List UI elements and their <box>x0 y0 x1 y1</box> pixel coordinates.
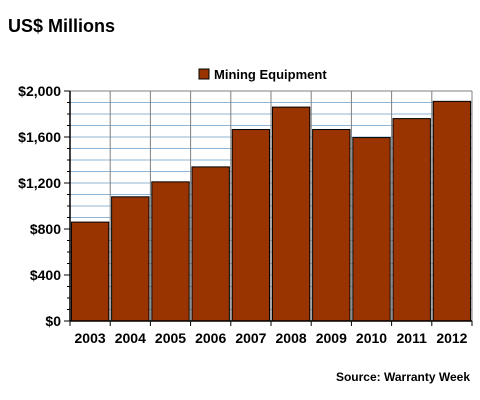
bar <box>392 118 431 322</box>
x-tick-label: 2005 <box>155 330 186 346</box>
legend-label: Mining Equipment <box>214 67 327 82</box>
bar <box>271 106 311 322</box>
bar <box>111 196 150 322</box>
bar <box>352 137 391 322</box>
bar <box>70 221 110 322</box>
y-tick-label: $400 <box>30 267 61 283</box>
x-tick-label: 2006 <box>195 330 226 346</box>
x-tick-label: 2004 <box>115 330 146 346</box>
x-tick-label: 2008 <box>276 330 307 346</box>
bar <box>151 181 190 322</box>
x-tick-label: 2009 <box>316 330 347 346</box>
bar <box>231 129 271 322</box>
source-note: Source: Warranty Week <box>335 370 470 384</box>
x-tick-label: 2011 <box>397 330 428 346</box>
y-tick-label: $1,600 <box>18 129 61 145</box>
y-tick-label: $800 <box>30 221 61 237</box>
bar <box>191 166 230 322</box>
x-tick-label: 2012 <box>436 330 467 346</box>
bar <box>432 100 472 322</box>
legend-swatch <box>198 68 210 80</box>
x-tick-labels: 2003 2004 2005 2006 2007 2008 2009 2010 2011 2012 <box>75 330 468 346</box>
y-tick-label: $2,000 <box>18 83 61 99</box>
y-tick-label: $0 <box>45 313 61 329</box>
x-tick-label: 2010 <box>356 330 387 346</box>
bar <box>312 129 351 322</box>
axes <box>64 90 473 326</box>
x-tick-label: 2003 <box>75 330 106 346</box>
y-tick-labels: $0 $400 $800 $1,200 $1,600 $2,000 <box>18 83 61 329</box>
y-tick-label: $1,200 <box>18 175 61 191</box>
legend: Mining Equipment <box>198 67 327 82</box>
x-tick-label: 2007 <box>235 330 266 346</box>
chart-title: US$ Millions <box>8 16 116 36</box>
